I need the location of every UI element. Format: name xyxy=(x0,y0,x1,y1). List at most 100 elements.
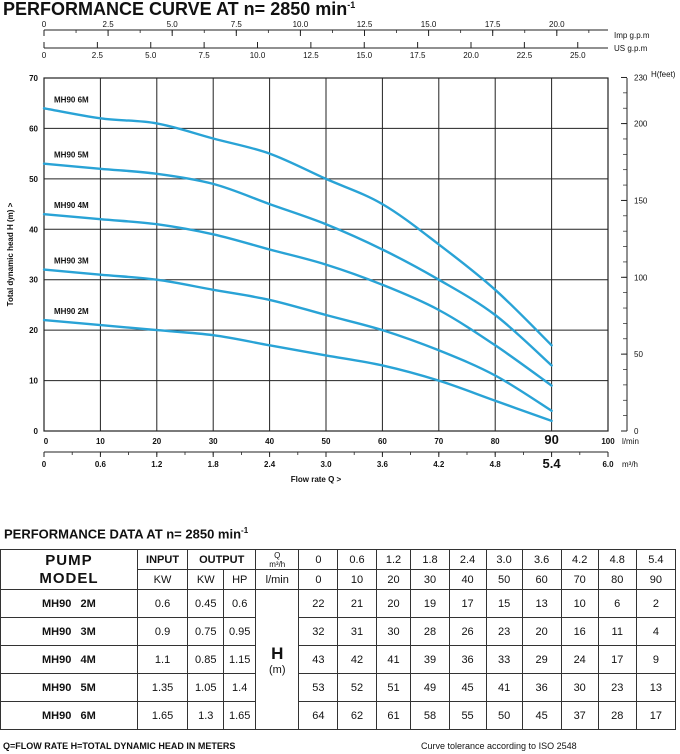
head-value: 36 xyxy=(521,673,562,702)
q-lmin-value: 10 xyxy=(337,569,377,590)
chart-layer: 0 2.5 5.0 7.5 10.0 12.5 15.0 17.5 20.0 0 2.5 5.0 7.5… xyxy=(6,20,676,484)
output-hp-value: 1.4 xyxy=(223,673,257,702)
x-lmin-tick-label: 100 xyxy=(601,437,615,446)
series-label: MH90 2M xyxy=(54,307,89,316)
imp-tick-label: 0 xyxy=(42,20,47,29)
head-value: 26 xyxy=(448,617,487,646)
head-value: 51 xyxy=(375,673,412,702)
us-tick-label: 17.5 xyxy=(410,51,426,60)
feet-tick-label: 50 xyxy=(634,350,643,359)
imp-tick-label: 2.5 xyxy=(103,20,115,29)
head-value: 22 xyxy=(298,589,339,618)
head-value: 58 xyxy=(410,701,450,730)
q-lmin-value: 40 xyxy=(448,569,487,590)
x-lmin-tick-label: 10 xyxy=(96,437,105,446)
head-value: 13 xyxy=(635,673,677,702)
head-value: 53 xyxy=(298,673,339,702)
head-value: 17 xyxy=(635,701,677,730)
q-lmin-value: 70 xyxy=(560,569,599,590)
head-value: 29 xyxy=(521,645,562,674)
x-lmin-unit: l/min xyxy=(622,437,639,446)
x-lmin-tick-label: 60 xyxy=(378,437,387,446)
head-value: 20 xyxy=(375,589,412,618)
input-kw-header: KW xyxy=(136,569,189,590)
output-kw-value: 1.05 xyxy=(187,673,225,702)
head-value: 9 xyxy=(635,645,677,674)
chart-title-sup: -1 xyxy=(347,0,355,10)
x-lmin-tick-label: 80 xyxy=(491,437,500,446)
output-kw-value: 0.45 xyxy=(187,589,225,618)
head-value: 30 xyxy=(375,617,412,646)
us-tick-label: 0 xyxy=(42,51,47,60)
x-m3h-tick-label: 5.4 xyxy=(543,456,562,471)
q-lmin-value: 50 xyxy=(485,569,523,590)
x-lmin-tick-label: 70 xyxy=(434,437,443,446)
pump-label: PUMP xyxy=(45,551,93,569)
feet-tick-label: 100 xyxy=(634,273,648,282)
head-unit-label: (m) xyxy=(269,663,286,676)
us-tick-label: 25.0 xyxy=(570,51,586,60)
head-value: 20 xyxy=(521,617,562,646)
q-m3h-value: 4.2 xyxy=(560,549,599,570)
x-m3h-tick-label: 3.6 xyxy=(377,460,389,469)
table-title-sup: -1 xyxy=(241,526,249,535)
series-line-mh90-5m xyxy=(42,162,553,367)
head-value: 15 xyxy=(485,589,523,618)
q-unit-label: m³/h xyxy=(269,559,286,569)
x-m3h-tick-label: 0.6 xyxy=(95,460,107,469)
q-m3h-value: 5.4 xyxy=(635,549,677,570)
input-kw-value: 0.6 xyxy=(136,589,189,618)
head-value: 23 xyxy=(597,673,637,702)
feet-tick-label: 230 xyxy=(634,73,648,82)
imp-axis-title: Imp g.p.m xyxy=(614,31,650,40)
feet-tick-label: 200 xyxy=(634,120,648,129)
us-tick-label: 12.5 xyxy=(303,51,319,60)
head-value: 16 xyxy=(560,617,599,646)
model-name: MH90 5M xyxy=(0,673,138,702)
x-m3h-tick-label: 1.8 xyxy=(208,460,220,469)
q-m3h-value: 0 xyxy=(298,549,339,570)
imp-tick-label: 12.5 xyxy=(357,20,373,29)
us-tick-label: 10.0 xyxy=(250,51,266,60)
head-value: 30 xyxy=(560,673,599,702)
chart-title: PERFORMANCE CURVE AT n= 2850 min-1 xyxy=(3,0,355,19)
q-label: Q xyxy=(274,550,281,560)
head-value: 28 xyxy=(410,617,450,646)
head-value: 39 xyxy=(410,645,450,674)
x-m3h-tick-label: 1.2 xyxy=(151,460,163,469)
q-lmin-value: 20 xyxy=(375,569,412,590)
x-lmin-tick-label: 40 xyxy=(265,437,274,446)
q-lmin-value: 90 xyxy=(635,569,677,590)
head-value: 2 xyxy=(635,589,677,618)
head-value: 36 xyxy=(448,645,487,674)
series-label: MH90 4M xyxy=(54,201,89,210)
imp-tick-label: 5.0 xyxy=(167,20,179,29)
head-value: 24 xyxy=(560,645,599,674)
model-name: MH90 2M xyxy=(0,589,138,618)
y-tick-label: 30 xyxy=(29,276,38,285)
footer-tolerance-note: Curve tolerance according to ISO 2548 xyxy=(421,741,577,751)
head-value: 13 xyxy=(521,589,562,618)
q-lmin-value: 0 xyxy=(298,569,339,590)
performance-curve-chart: PERFORMANCE CURVE AT n= 2850 min-1 0 2.5 5… xyxy=(3,0,676,484)
input-kw-value: 1.65 xyxy=(136,701,189,730)
head-value: 32 xyxy=(298,617,339,646)
plot-frame xyxy=(43,77,609,432)
y-tick-label: 20 xyxy=(29,326,38,335)
x-m3h-tick-label: 6.0 xyxy=(602,460,614,469)
head-value: 21 xyxy=(337,589,377,618)
head-value: 19 xyxy=(410,589,450,618)
x-lmin-tick-label: 20 xyxy=(152,437,161,446)
output-hp-value: 0.6 xyxy=(223,589,257,618)
head-value: 64 xyxy=(298,701,339,730)
q-m3h-value: 1.8 xyxy=(410,549,450,570)
feet-tick-label: 0 xyxy=(634,427,639,436)
x-axis-title: Flow rate Q > xyxy=(291,475,342,484)
head-value: 41 xyxy=(375,645,412,674)
output-header: OUTPUT xyxy=(187,549,257,570)
q-m3h-value: 4.8 xyxy=(597,549,637,570)
head-value: 4 xyxy=(635,617,677,646)
imp-tick-label: 10.0 xyxy=(293,20,309,29)
model-name: MH90 6M xyxy=(0,701,138,730)
